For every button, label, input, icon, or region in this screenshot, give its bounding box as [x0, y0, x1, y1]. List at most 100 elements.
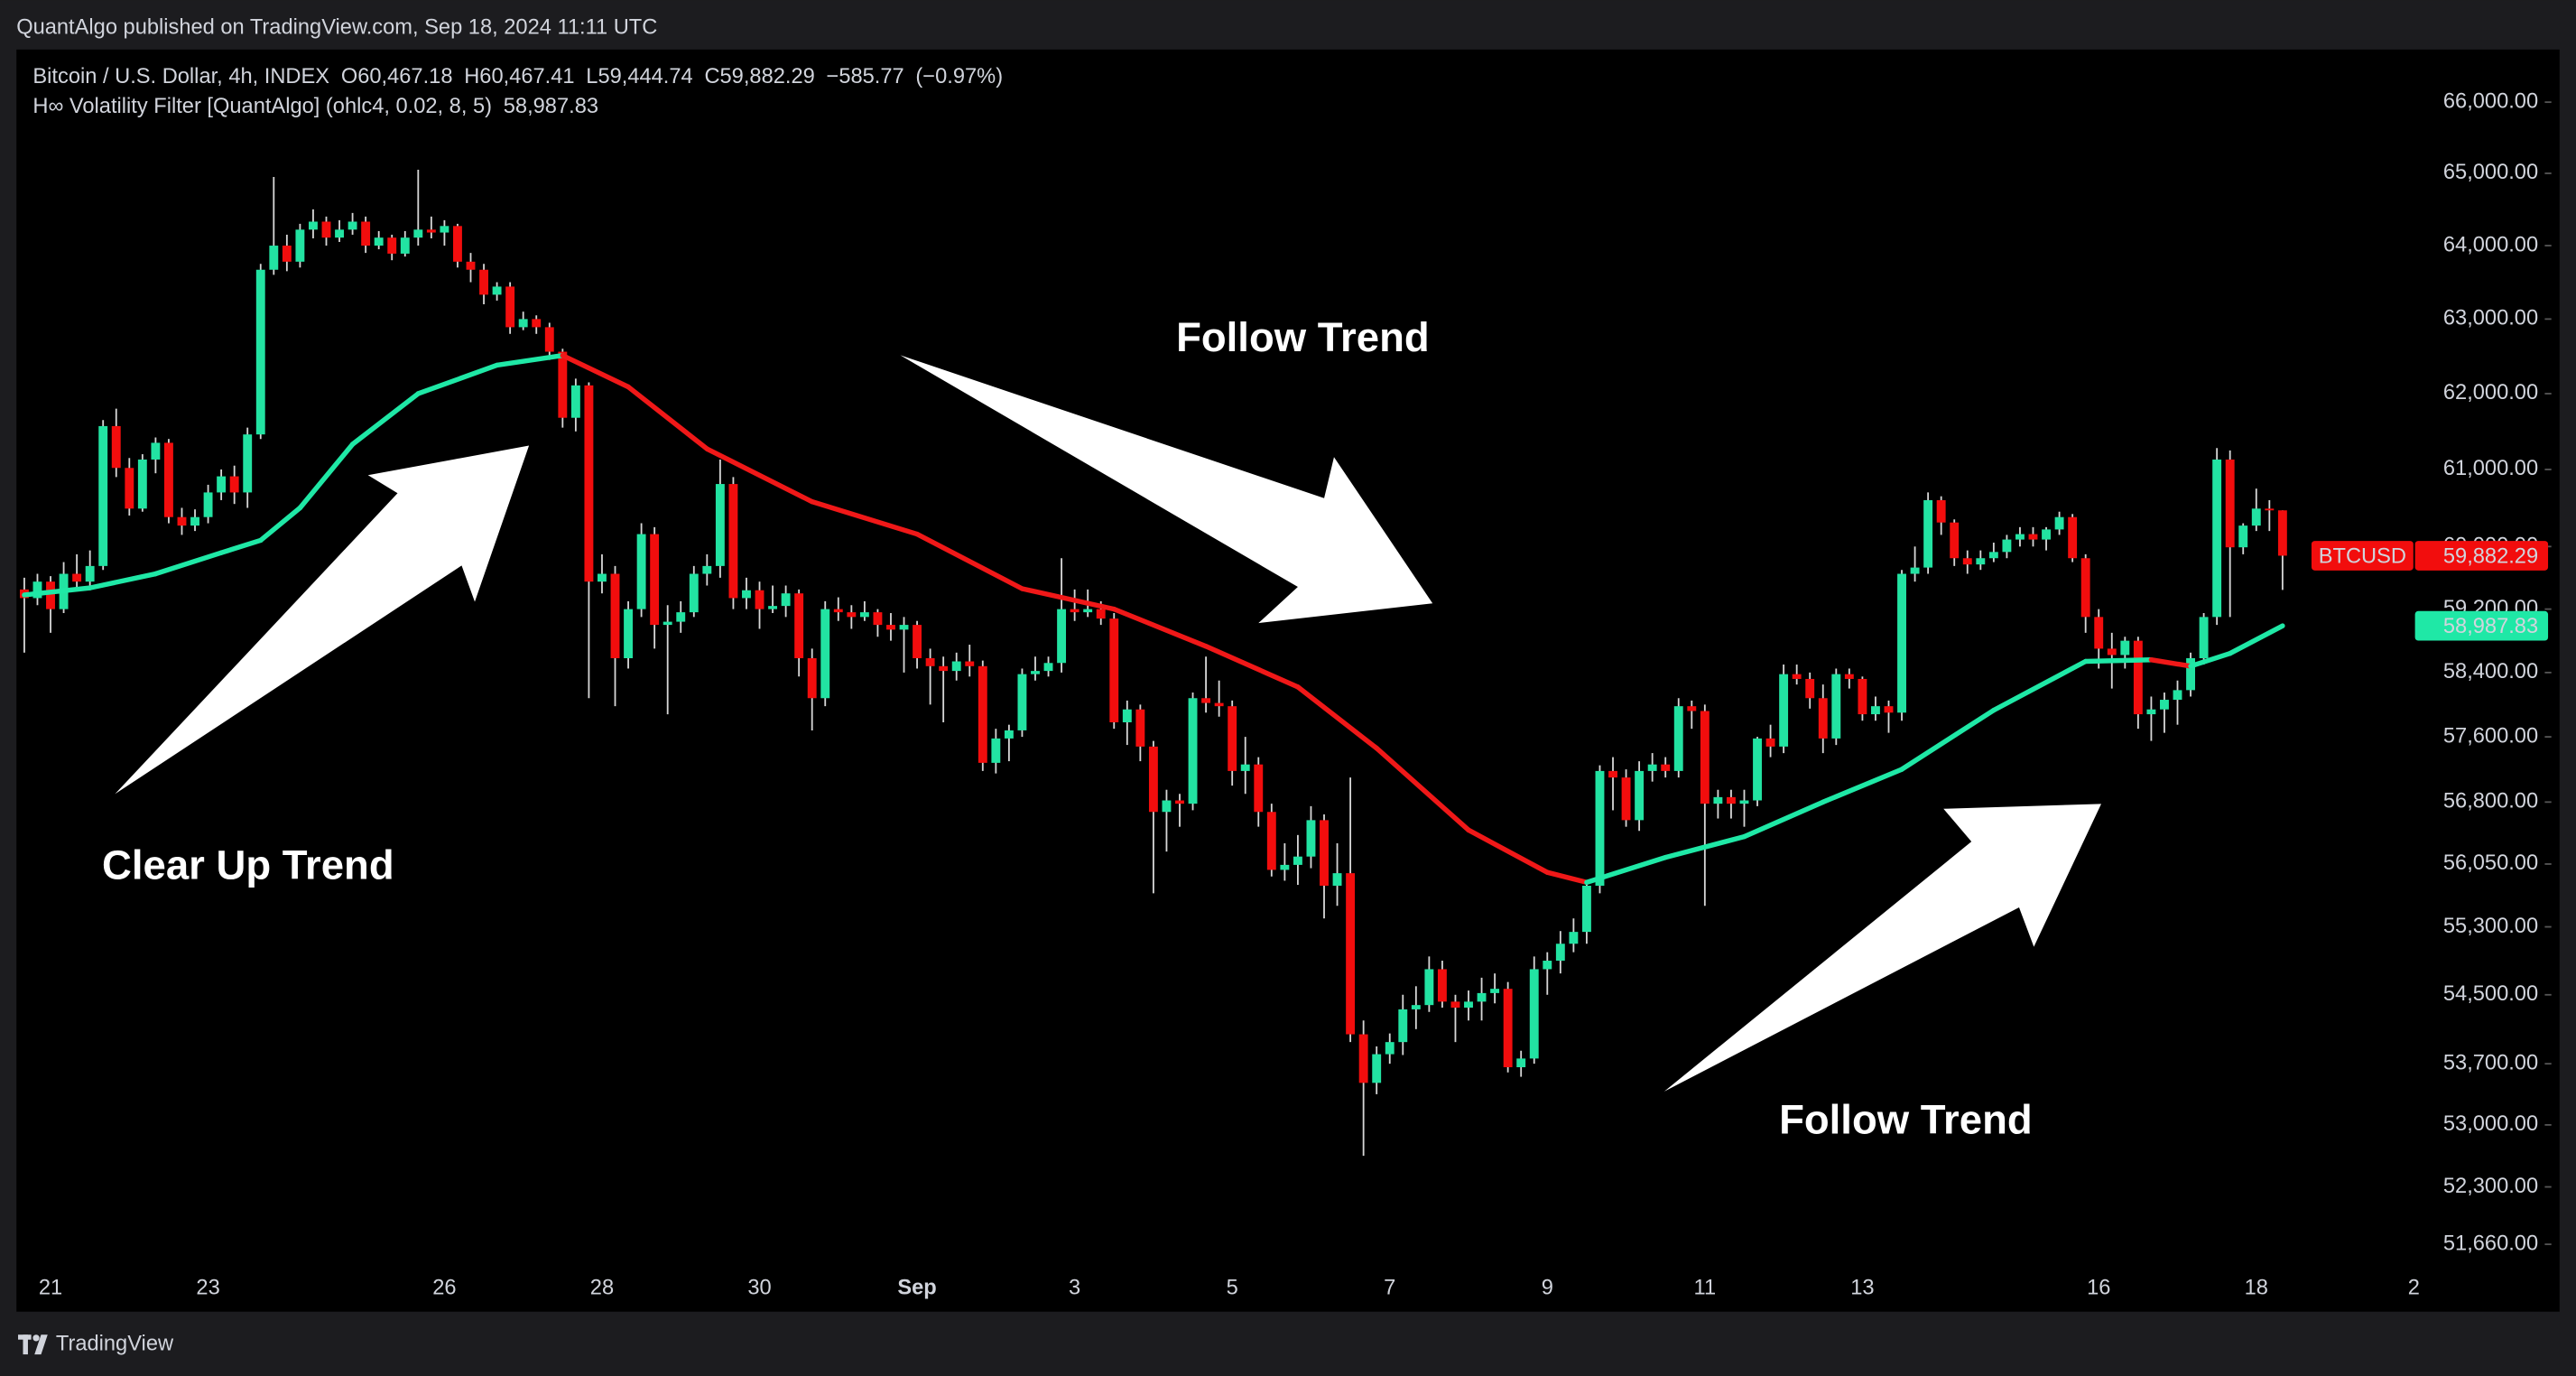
- filter-segment: [1544, 869, 1589, 886]
- filter-segment: [494, 352, 566, 368]
- filter-segment: [1663, 833, 1747, 860]
- candle-body: [768, 606, 778, 609]
- candle-body: [558, 351, 568, 418]
- candle-body: [505, 286, 515, 328]
- candle-body: [2277, 510, 2287, 556]
- candle-body: [859, 612, 869, 618]
- candle-body: [361, 221, 371, 246]
- filter-segment: [415, 362, 500, 396]
- x-tick-label: 11: [1694, 1277, 1717, 1300]
- candle-body: [728, 484, 738, 599]
- x-tick-label: Sep: [897, 1277, 936, 1300]
- candle-body: [2068, 516, 2078, 559]
- candle-body: [820, 609, 830, 699]
- candle-body: [2212, 459, 2222, 618]
- candle-body: [269, 246, 279, 270]
- candle-body: [781, 593, 791, 607]
- candle-body: [886, 625, 895, 630]
- candle-body: [1792, 674, 1802, 679]
- candle-body: [1543, 961, 1552, 970]
- filter-segment: [2082, 657, 2154, 665]
- candle-body: [1726, 796, 1736, 804]
- candle-body: [2015, 534, 2025, 540]
- candle-body: [1988, 552, 1998, 559]
- symbol-tag-box: [2311, 541, 2414, 571]
- filter-segment: [349, 391, 422, 447]
- candle-body: [413, 229, 423, 238]
- y-tick-label: 56,050.00: [2443, 851, 2538, 875]
- candle-body: [72, 573, 82, 582]
- legend: Bitcoin / U.S. Dollar, 4h, INDEX O60,467.…: [32, 65, 1003, 118]
- y-tick-label: 54,500.00: [2443, 982, 2538, 1006]
- candle-body: [1188, 698, 1198, 804]
- symbol-tag: BTCUSD: [2319, 545, 2406, 569]
- candle-body: [440, 226, 449, 233]
- y-tick-label: 65,000.00: [2443, 161, 2538, 184]
- candle-body: [229, 476, 239, 493]
- candle-body: [1569, 932, 1579, 944]
- candle-body: [2160, 700, 2169, 710]
- annotation: Clear Up Trend: [102, 841, 394, 888]
- candle-body: [1293, 856, 1302, 865]
- candle-body: [1581, 885, 1591, 933]
- y-tick-label: 56,800.00: [2443, 790, 2538, 814]
- candle-body: [1464, 1001, 1473, 1009]
- candle-body: [1950, 522, 1960, 559]
- candle-body: [1201, 698, 1211, 703]
- candle-body: [2054, 516, 2064, 530]
- candle-body: [1858, 678, 1867, 715]
- candle-body: [243, 434, 253, 493]
- candle-body: [335, 229, 344, 238]
- candle-body: [1976, 558, 1986, 565]
- candle-body: [702, 565, 712, 574]
- candle-body: [1621, 777, 1631, 821]
- y-tick-label: 58,400.00: [2443, 660, 2538, 683]
- candle-body: [1897, 573, 1906, 713]
- arrows: [115, 355, 2101, 1092]
- candle-body: [1109, 618, 1119, 722]
- candle-body: [1320, 820, 1329, 886]
- candle-body: [1004, 730, 1014, 739]
- candle-body: [203, 492, 213, 517]
- candle-body: [1700, 711, 1710, 804]
- candle-body: [1017, 674, 1027, 730]
- axes: 66,000.00 65,000.00 64,000.00 63,000.00 62,0…: [39, 89, 2552, 1300]
- filter-segment: [258, 505, 303, 544]
- candle-body: [1214, 702, 1224, 707]
- filter-segment: [1374, 745, 1471, 833]
- candle-body: [1870, 706, 1880, 715]
- candle-body: [387, 237, 397, 254]
- y-tick-label: 51,660.00: [2443, 1232, 2538, 1255]
- candle-body: [1057, 609, 1067, 664]
- x-tick-label: 9: [1542, 1277, 1553, 1300]
- candle-body: [833, 609, 843, 613]
- filter-segment: [22, 585, 93, 598]
- candle-body: [742, 590, 751, 599]
- candle-body: [1713, 796, 1723, 804]
- ohlc-value: L59,444.74: [586, 65, 692, 88]
- candle-body: [807, 657, 817, 699]
- candle-body: [2042, 529, 2051, 540]
- candle-body: [873, 612, 883, 626]
- candle-body: [532, 319, 542, 328]
- candle-body: [426, 229, 436, 233]
- candle-body: [755, 590, 764, 609]
- candle-body: [1372, 1054, 1382, 1083]
- candle-body: [85, 565, 95, 582]
- candle-body: [1175, 800, 1184, 804]
- annotation: Follow Trend: [1779, 1096, 2033, 1142]
- candle-body: [1254, 764, 1264, 813]
- ohlc-value: H60,467.41: [464, 65, 574, 88]
- candle-body: [2028, 534, 2038, 540]
- candle-body: [466, 261, 476, 270]
- candle-body: [1884, 706, 1894, 713]
- last-price: 59,882.29: [2443, 545, 2538, 569]
- candle-body: [479, 269, 488, 295]
- candle-body: [1162, 800, 1172, 813]
- y-tick-label: 53,000.00: [2443, 1112, 2538, 1136]
- candle-body: [1306, 820, 1316, 857]
- filter-segment: [625, 384, 710, 451]
- candle-body: [676, 612, 686, 622]
- candle-body: [1096, 609, 1106, 619]
- candle-body: [2251, 508, 2261, 526]
